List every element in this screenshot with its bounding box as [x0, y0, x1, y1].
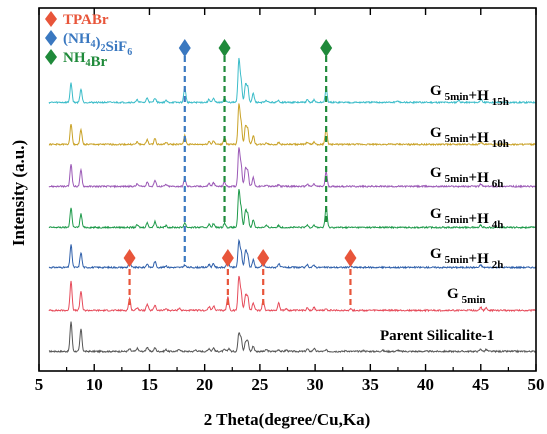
legend-diamond-1 [45, 30, 57, 46]
series-label-4: G 5min+H 6h [430, 165, 503, 190]
x-tick-label-6: 35 [362, 375, 379, 394]
y-axis-title: Intensity (a.u.) [9, 140, 28, 246]
legend-label-1: (NH4)2SiF6 [63, 31, 132, 58]
diamond-marker-5 [218, 39, 231, 57]
series-line-0 [48, 321, 536, 354]
diamond-marker-3 [344, 249, 357, 267]
x-tick-label-0: 5 [35, 375, 44, 394]
label-layer: Parent Silicalite-1 G 5min G 5min+H 2h G 5min+H… [380, 83, 509, 344]
x-tick-label-8: 45 [472, 375, 489, 394]
x-tick-label-5: 30 [307, 375, 324, 394]
x-axis-title: 2 Theta(degree/Cu,Ka) [204, 410, 371, 429]
diamond-marker-6 [320, 39, 333, 57]
series-line-3 [48, 189, 536, 230]
diamond-marker-1 [221, 249, 234, 267]
x-tick-label-3: 20 [196, 375, 213, 394]
series-line-4 [48, 147, 536, 189]
frame-layer [38, 7, 537, 372]
series-line-5 [48, 103, 536, 147]
tick-layer: 5 10 15 20 25 30 35 40 45 50 [35, 8, 545, 394]
series-label-5: G 5min+H 10h [430, 125, 509, 150]
plot-frame [38, 7, 537, 372]
marker-layer [123, 39, 357, 305]
legend-diamond-2 [45, 49, 57, 65]
x-tick-label-7: 40 [417, 375, 434, 394]
legend-label-0: TPABr [63, 12, 109, 28]
diamond-marker-4 [178, 39, 191, 57]
x-tick-label-4: 25 [251, 375, 268, 394]
diamond-marker-0 [123, 249, 136, 267]
legend-diamond-0 [45, 11, 57, 27]
series-label-6: G 5min+H 15h [430, 83, 509, 108]
x-tick-label-1: 10 [86, 375, 103, 394]
series-label-1: G 5min [447, 286, 486, 306]
x-tick-label-2: 15 [141, 375, 158, 394]
series-label-0: Parent Silicalite-1 [380, 328, 494, 344]
legend-label-2: NH4Br [63, 50, 108, 70]
x-tick-label-9: 50 [528, 375, 545, 394]
series-label-2: G 5min+H 2h [430, 246, 503, 271]
series-line-6 [48, 57, 536, 105]
diamond-marker-2 [257, 249, 270, 267]
series-label-3: G 5min+H 4h [430, 206, 503, 231]
